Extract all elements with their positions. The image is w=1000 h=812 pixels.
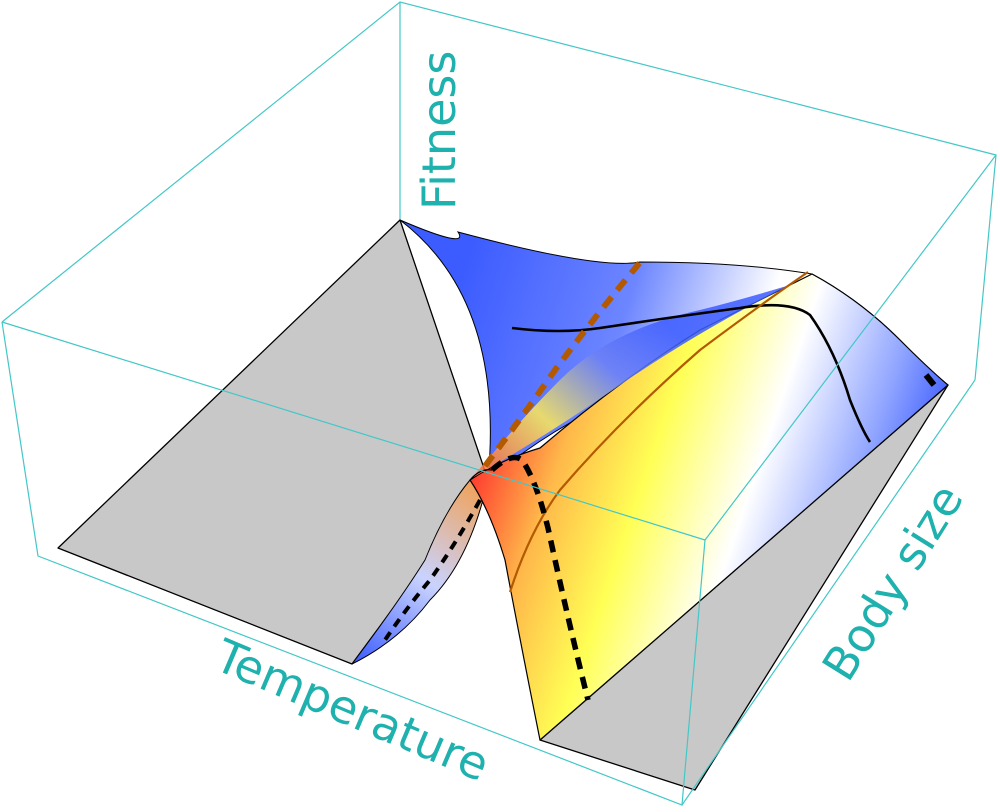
black-dashed-curve bbox=[490, 454, 591, 701]
orange-dashed-curve bbox=[482, 258, 645, 468]
bounding-box-front bbox=[1, 154, 997, 806]
surface-crossing-region bbox=[472, 285, 790, 478]
curve-end-marker bbox=[923, 373, 937, 387]
ridge-crest bbox=[469, 469, 493, 481]
orange-solid-curve bbox=[508, 271, 809, 593]
surface-main-ridge bbox=[469, 273, 949, 741]
black-solid-curve bbox=[511, 303, 872, 443]
fitness-axis-label: Fitness bbox=[412, 51, 466, 210]
black-dashed-curve-left bbox=[383, 499, 482, 642]
bounding-box-back bbox=[1, 1, 997, 381]
